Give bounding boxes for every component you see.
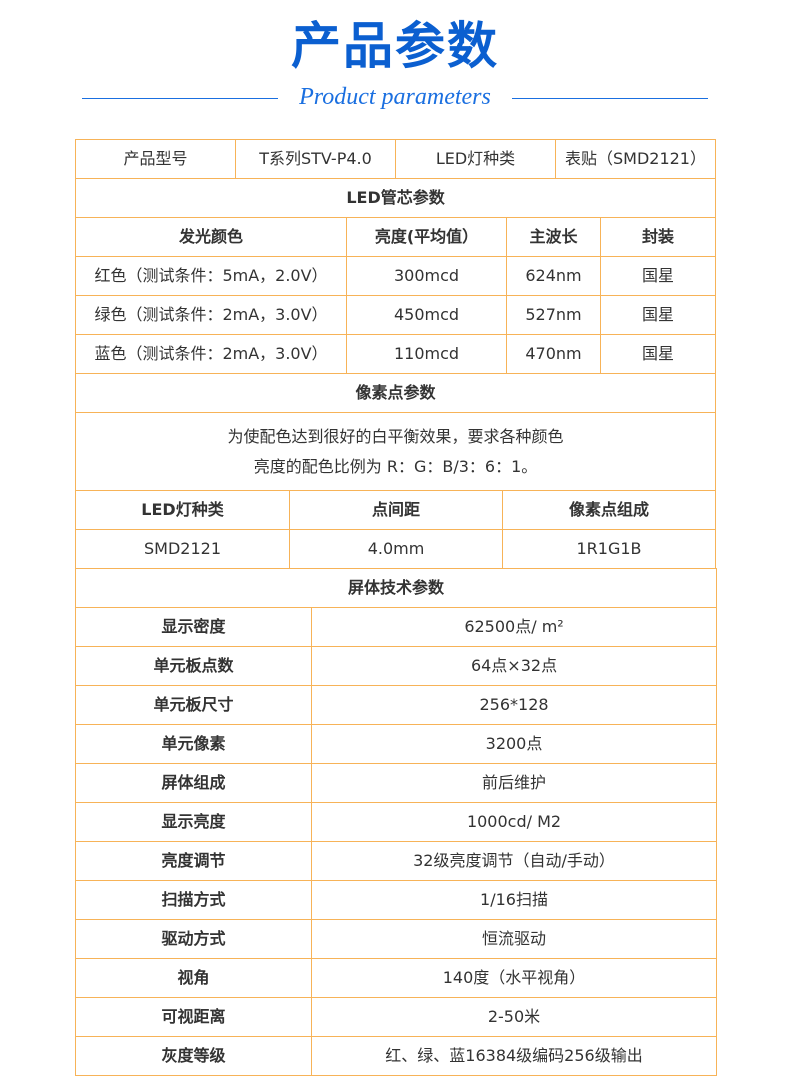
param-value: 32级亮度调节（自动/手动） [310, 841, 718, 881]
param-label: 单元像素 [75, 724, 312, 764]
pixel-table: 像素点参数 为使配色达到很好的白平衡效果，要求各种颜色 亮度的配色比例为 R：G：… [75, 373, 716, 569]
screen-table: 屏体技术参数 显示密度 62500点/ m² 单元板点数 64点×32点 单元板尺寸 25… [74, 568, 718, 1076]
section-title: 像素点参数 [75, 373, 716, 413]
table-header: LED灯种类 点间距 像素点组成 [75, 490, 716, 530]
column-header: 像素点组成 [502, 490, 716, 530]
section-title: LED管芯参数 [74, 178, 717, 218]
cell: SMD2121 [75, 529, 290, 569]
table-row: 驱动方式 恒流驱动 [75, 919, 718, 959]
cell: 450mcd [346, 295, 507, 335]
param-label: 显示密度 [75, 607, 312, 647]
table-row: 屏体组成 前后维护 [75, 763, 718, 803]
param-label: 亮度调节 [75, 841, 312, 881]
cell: 4.0mm [289, 529, 503, 569]
table-row: 单元板点数 64点×32点 [75, 646, 718, 686]
cell: 527nm [506, 295, 601, 335]
cell: 110mcd [346, 334, 507, 374]
param-label: 扫描方式 [75, 880, 312, 920]
param-value: 140度（水平视角） [310, 958, 718, 998]
divider-left [82, 98, 278, 99]
table-row: 单元板尺寸 256*128 [75, 685, 718, 725]
column-header: 主波长 [506, 217, 601, 257]
param-value: 前后维护 [310, 763, 718, 803]
param-label: 显示亮度 [75, 802, 312, 842]
page-title: 产品参数 [291, 17, 499, 75]
table-row: 视角 140度（水平视角） [75, 958, 718, 998]
table-row: 蓝色（测试条件：2mA，3.0V） 110mcd 470nm 国星 [75, 334, 717, 374]
column-header: LED灯种类 [75, 490, 290, 530]
chip-table: LED管芯参数 发光颜色 亮度(平均值） 主波长 封装 红色（测试条件：5mA，… [74, 178, 717, 374]
cell: 300mcd [346, 256, 507, 296]
table-row: 扫描方式 1/16扫描 [75, 880, 718, 920]
column-header: 亮度(平均值） [346, 217, 507, 257]
table-row: 绿色（测试条件：2mA，3.0V） 450mcd 527nm 国星 [75, 295, 717, 335]
param-value: 1/16扫描 [310, 880, 718, 920]
note-line: 为使配色达到很好的白平衡效果，要求各种颜色 [227, 426, 564, 446]
param-label: 屏体组成 [75, 763, 312, 803]
column-header: 封装 [599, 217, 717, 257]
table-row: 显示密度 62500点/ m² [75, 607, 718, 647]
table-header: 发光颜色 亮度(平均值） 主波长 封装 [75, 217, 717, 257]
param-value: 红、绿、蓝16384级编码256级输出 [310, 1036, 718, 1076]
param-value: 1000cd/ M2 [310, 802, 718, 842]
table-row: 亮度调节 32级亮度调节（自动/手动） [75, 841, 718, 881]
cell: 624nm [506, 256, 601, 296]
column-header: 点间距 [289, 490, 503, 530]
param-value: 恒流驱动 [310, 919, 718, 959]
param-label: 视角 [75, 958, 312, 998]
led-type-value: 表贴（SMD2121） [555, 139, 716, 179]
param-label: 驱动方式 [75, 919, 312, 959]
cell: 绿色（测试条件：2mA，3.0V） [75, 295, 347, 335]
param-label: 单元板点数 [75, 646, 312, 686]
cell: 国星 [599, 334, 717, 374]
param-label: 单元板尺寸 [75, 685, 312, 725]
model-value: T系列STV-P4.0 [235, 139, 396, 179]
param-label: 灰度等级 [75, 1036, 312, 1076]
table-row: SMD2121 4.0mm 1R1G1B [75, 529, 716, 569]
param-value: 256*128 [310, 685, 718, 725]
table-row: 可视距离 2-50米 [75, 997, 718, 1037]
table-row: 灰度等级 红、绿、蓝16384级编码256级输出 [75, 1036, 718, 1076]
section-title: 屏体技术参数 [74, 568, 718, 608]
table-row: 单元像素 3200点 [75, 724, 718, 764]
param-value: 3200点 [310, 724, 718, 764]
cell: 470nm [506, 334, 601, 374]
led-type-label: LED灯种类 [395, 139, 556, 179]
model-label: 产品型号 [75, 139, 236, 179]
column-header: 发光颜色 [75, 217, 347, 257]
param-label: 可视距离 [75, 997, 312, 1037]
param-value: 64点×32点 [310, 646, 718, 686]
divider-right [512, 98, 708, 99]
cell: 1R1G1B [502, 529, 716, 569]
cell: 蓝色（测试条件：2mA，3.0V） [75, 334, 347, 374]
note-line: 亮度的配色比例为 R：G：B/3：6：1。 [253, 456, 538, 476]
param-value: 62500点/ m² [310, 607, 718, 647]
table-row: 红色（测试条件：5mA，2.0V） 300mcd 624nm 国星 [75, 256, 717, 296]
table-row: 产品型号 T系列STV-P4.0 LED灯种类 表贴（SMD2121） [75, 139, 716, 179]
param-value: 2-50米 [310, 997, 718, 1037]
pixel-note: 为使配色达到很好的白平衡效果，要求各种颜色 亮度的配色比例为 R：G：B/3：6：… [75, 412, 716, 491]
cell: 红色（测试条件：5mA，2.0V） [75, 256, 347, 296]
page-subtitle: Product parameters [299, 84, 491, 110]
cell: 国星 [599, 295, 717, 335]
table-row: 显示亮度 1000cd/ M2 [75, 802, 718, 842]
cell: 国星 [599, 256, 717, 296]
product-table: 产品型号 T系列STV-P4.0 LED灯种类 表贴（SMD2121） [75, 139, 716, 179]
